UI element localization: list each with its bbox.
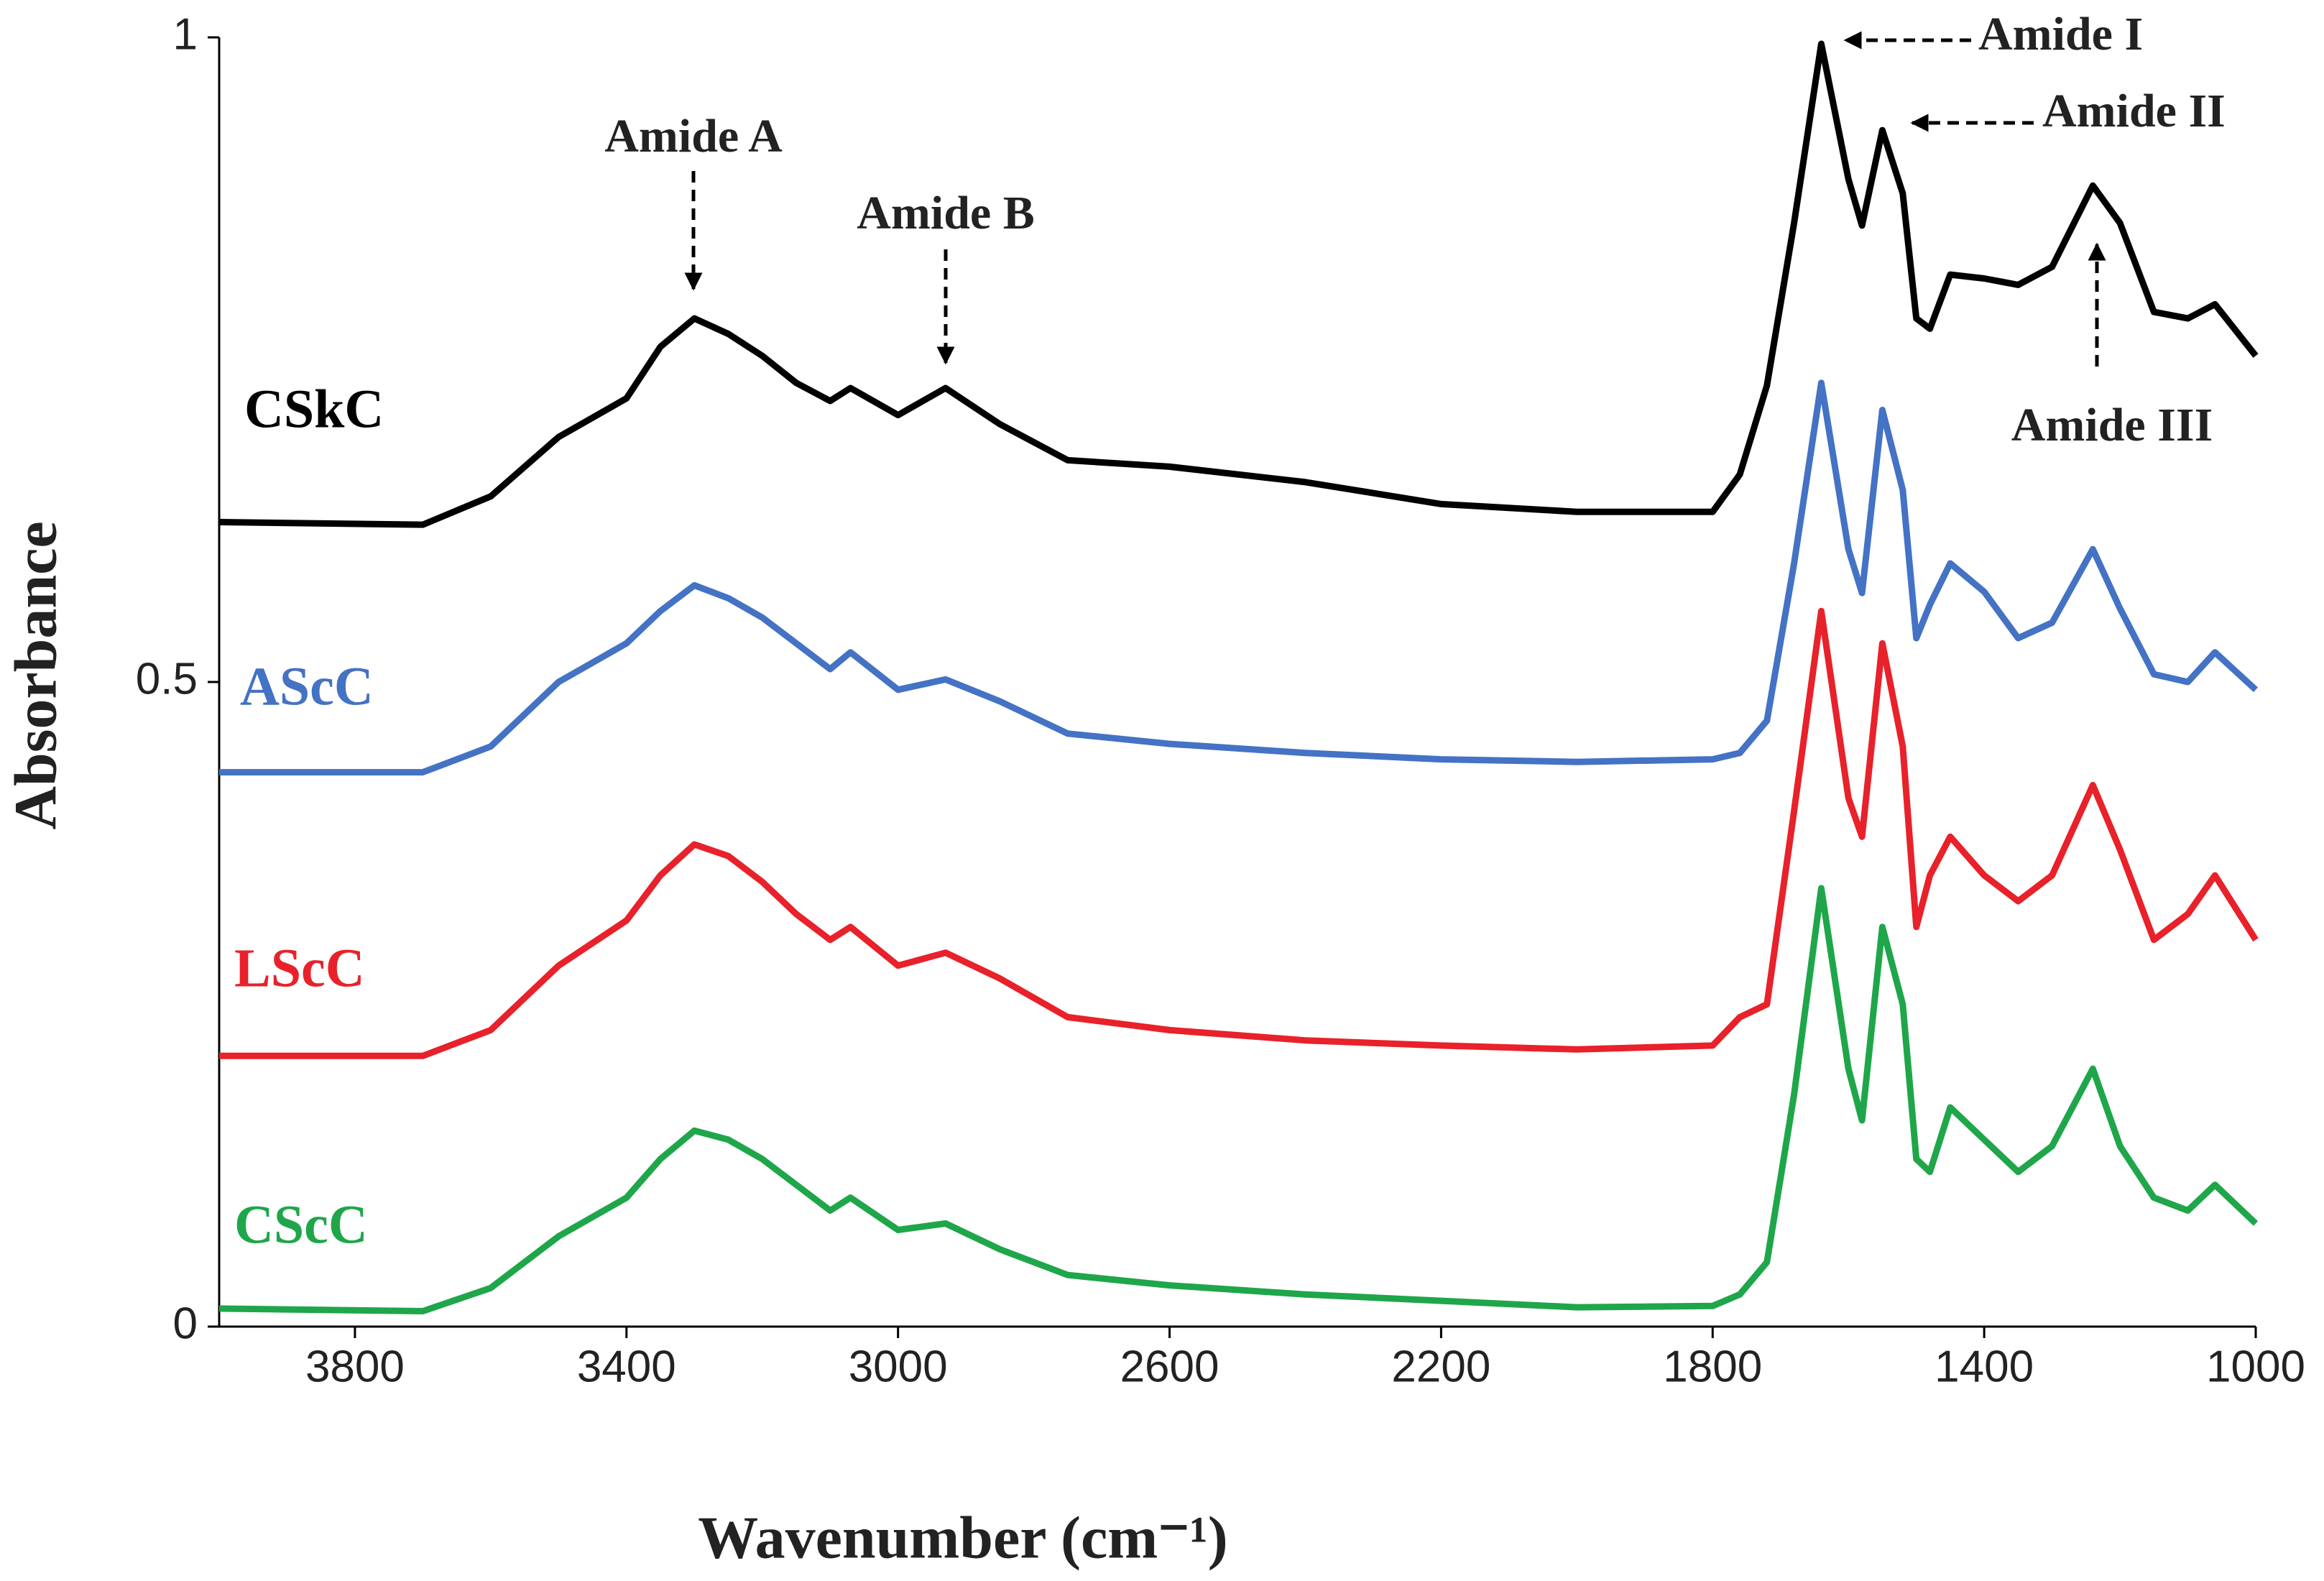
annotation: Amide B [857,187,1035,239]
y-tick-label: 1 [173,9,198,59]
annotation: Amide III [2011,399,2213,451]
x-tick-label: 2600 [1120,1342,1219,1391]
y-tick-label: 0 [173,1299,198,1348]
annotation: Amide A [604,110,783,162]
annotation: Amide I [1978,8,2143,60]
x-tick-label: 2200 [1391,1342,1490,1391]
series-label: CSkC [244,379,384,439]
y-axis-title: Absorbance [2,521,69,829]
x-axis-title: Wavenumber (cm⁻¹) [698,1504,1228,1571]
x-tick-label: 3800 [305,1342,405,1391]
annotation: Amide II [2042,85,2226,137]
x-tick-label: 1000 [2206,1342,2305,1391]
series-label: CScC [234,1194,368,1255]
series-line [218,40,2259,528]
series-line [218,885,2259,1314]
series-line [219,379,2259,776]
series-line [219,607,2259,1059]
y-tick-label: 0.5 [136,654,198,704]
series-label: LScC [234,938,365,998]
x-tick-label: 3000 [849,1342,948,1391]
x-tick-label: 1400 [1935,1342,2034,1391]
series-label: AScC [240,656,374,716]
x-tick-label: 1800 [1663,1342,1762,1391]
x-tick-label: 3400 [577,1342,676,1391]
